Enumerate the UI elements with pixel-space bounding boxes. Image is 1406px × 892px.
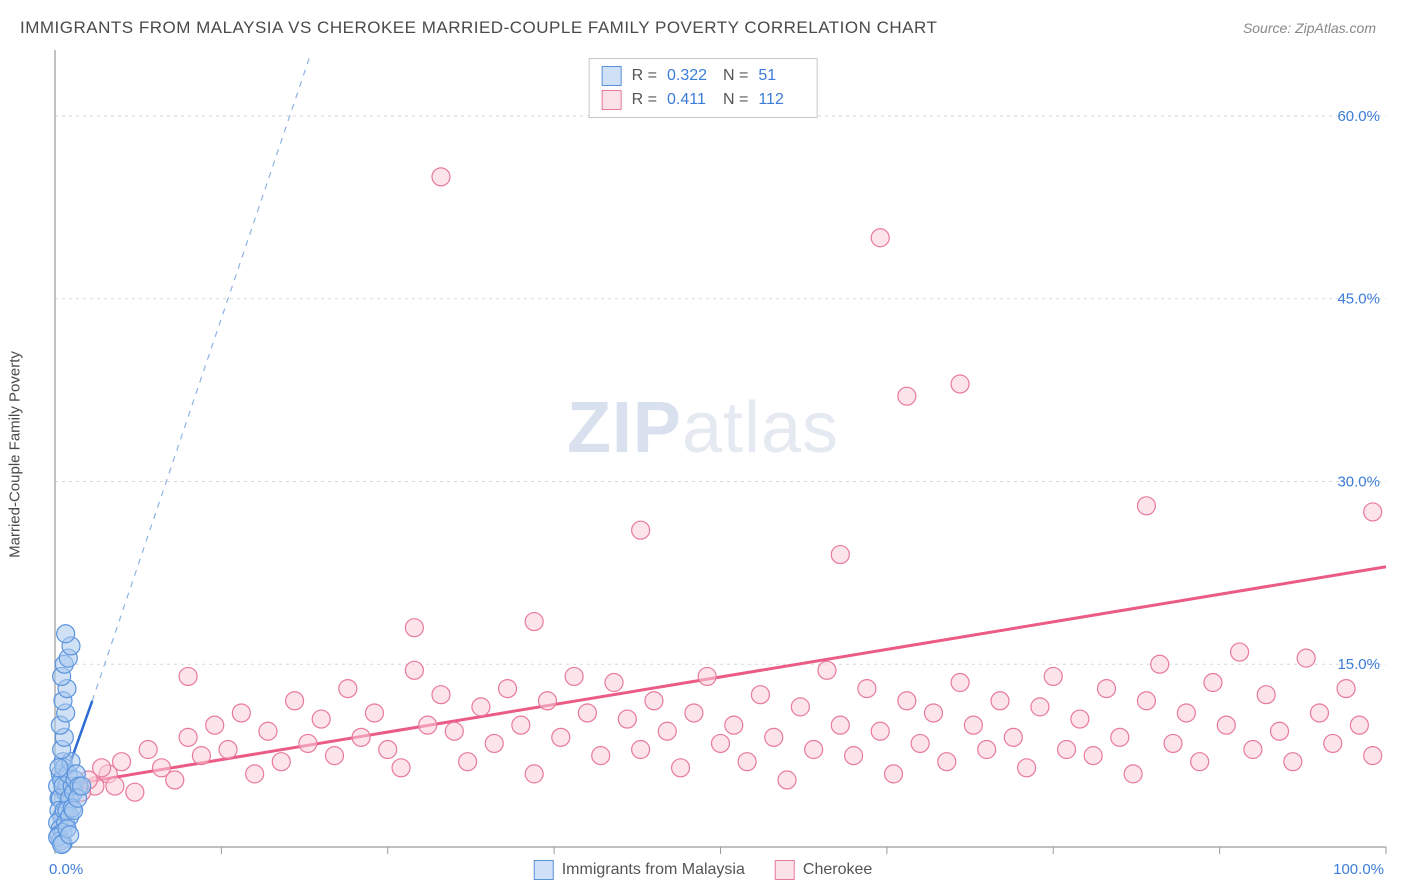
series-b-name: Cherokee — [803, 861, 872, 879]
legend-item-b: Cherokee — [775, 860, 872, 880]
series-a-name: Immigrants from Malaysia — [562, 861, 745, 879]
swatch-a-icon — [534, 860, 554, 880]
correlation-legend: R = 0.322 N = 51 R = 0.411 N = 112 — [589, 58, 818, 118]
x-axis-max-label: 100.0% — [1333, 861, 1384, 878]
n-label: N = — [723, 88, 748, 112]
swatch-b-icon — [602, 90, 622, 110]
legend-row-series-a: R = 0.322 N = 51 — [602, 64, 805, 88]
swatch-a-icon — [602, 66, 622, 86]
svg-text:45.0%: 45.0% — [1337, 291, 1380, 308]
legend-item-a: Immigrants from Malaysia — [534, 860, 745, 880]
r-value-a: 0.322 — [667, 64, 713, 88]
x-axis-min-label: 0.0% — [49, 861, 83, 878]
svg-text:15.0%: 15.0% — [1337, 656, 1380, 673]
swatch-b-icon — [775, 860, 795, 880]
r-value-b: 0.411 — [667, 88, 713, 112]
r-label: R = — [632, 64, 657, 88]
svg-text:30.0%: 30.0% — [1337, 473, 1380, 490]
legend-row-series-b: R = 0.411 N = 112 — [602, 88, 805, 112]
n-value-b: 112 — [758, 88, 804, 112]
series-legend: Immigrants from Malaysia Cherokee — [534, 860, 873, 880]
r-label: R = — [632, 88, 657, 112]
n-label: N = — [723, 64, 748, 88]
scatter-chart: 15.0% 30.0% 45.0% 60.0% — [0, 0, 1406, 892]
svg-text:60.0%: 60.0% — [1337, 108, 1380, 125]
n-value-a: 51 — [758, 64, 804, 88]
